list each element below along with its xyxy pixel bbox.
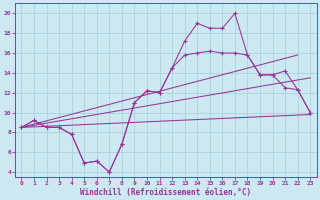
X-axis label: Windchill (Refroidissement éolien,°C): Windchill (Refroidissement éolien,°C) — [80, 188, 252, 197]
